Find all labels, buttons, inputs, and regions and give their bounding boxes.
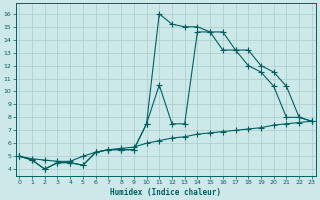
X-axis label: Humidex (Indice chaleur): Humidex (Indice chaleur)	[110, 188, 221, 197]
